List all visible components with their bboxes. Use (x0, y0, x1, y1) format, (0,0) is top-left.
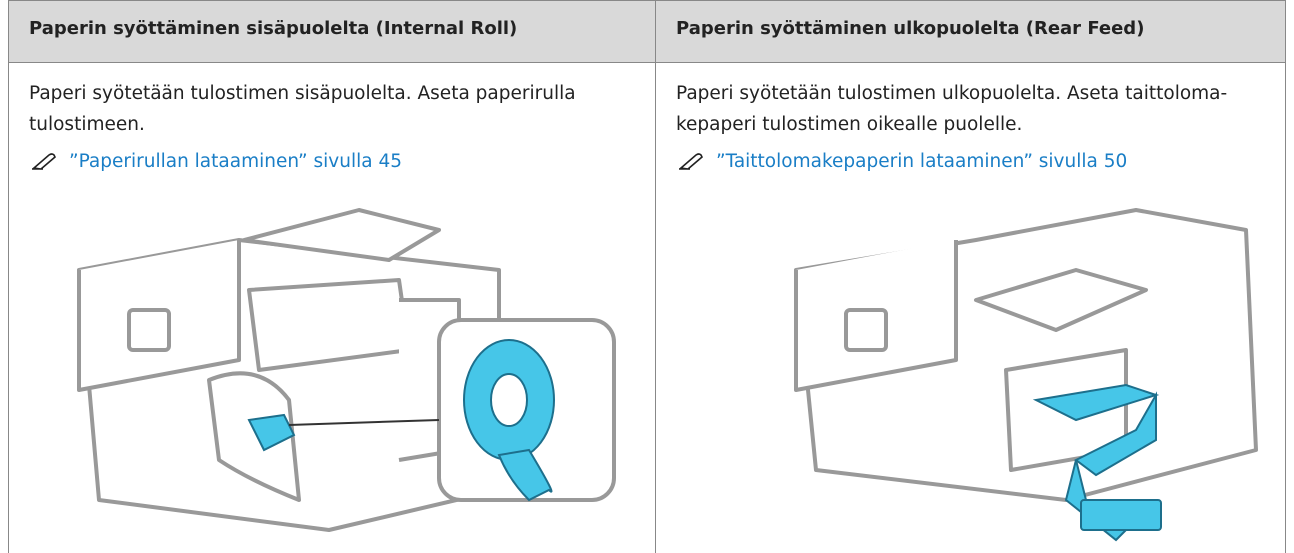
reference-link[interactable]: ”Taittolomakepaperin lataaminen” sivulla… (716, 151, 1128, 172)
column-body: Paperi syötetään tulostimen sisäpuolelta… (9, 63, 656, 177)
column-header: Paperin syöttäminen ulkopuolelta (Rear F… (656, 0, 1285, 63)
column-body: Paperi syötetään tulostimen ulkopuolelta… (656, 63, 1285, 177)
column: Paperin syöttäminen sisäpuolelta (Intern… (8, 0, 656, 553)
reference: ”Taittolomakepaperin lataaminen” sivulla… (676, 146, 1265, 177)
column: Paperin syöttäminen ulkopuolelta (Rear F… (655, 0, 1286, 553)
reference: ”Paperirullan lataaminen” sivulla 45 (29, 146, 636, 177)
illustration-rear-feed (794, 208, 1258, 542)
paragraph: Paperi syötetään tulostimen ulkopuolelta… (676, 83, 1228, 135)
column-header: Paperin syöttäminen sisäpuolelta (Intern… (9, 0, 656, 63)
reference-icon (679, 152, 703, 170)
paragraph: Paperi syötetään tulostimen sisäpuolelta… (29, 83, 576, 135)
reference-link[interactable]: ”Paperirullan lataaminen” sivulla 45 (69, 151, 403, 172)
reference-icon (32, 152, 56, 170)
illustration-internal-roll (77, 208, 616, 532)
